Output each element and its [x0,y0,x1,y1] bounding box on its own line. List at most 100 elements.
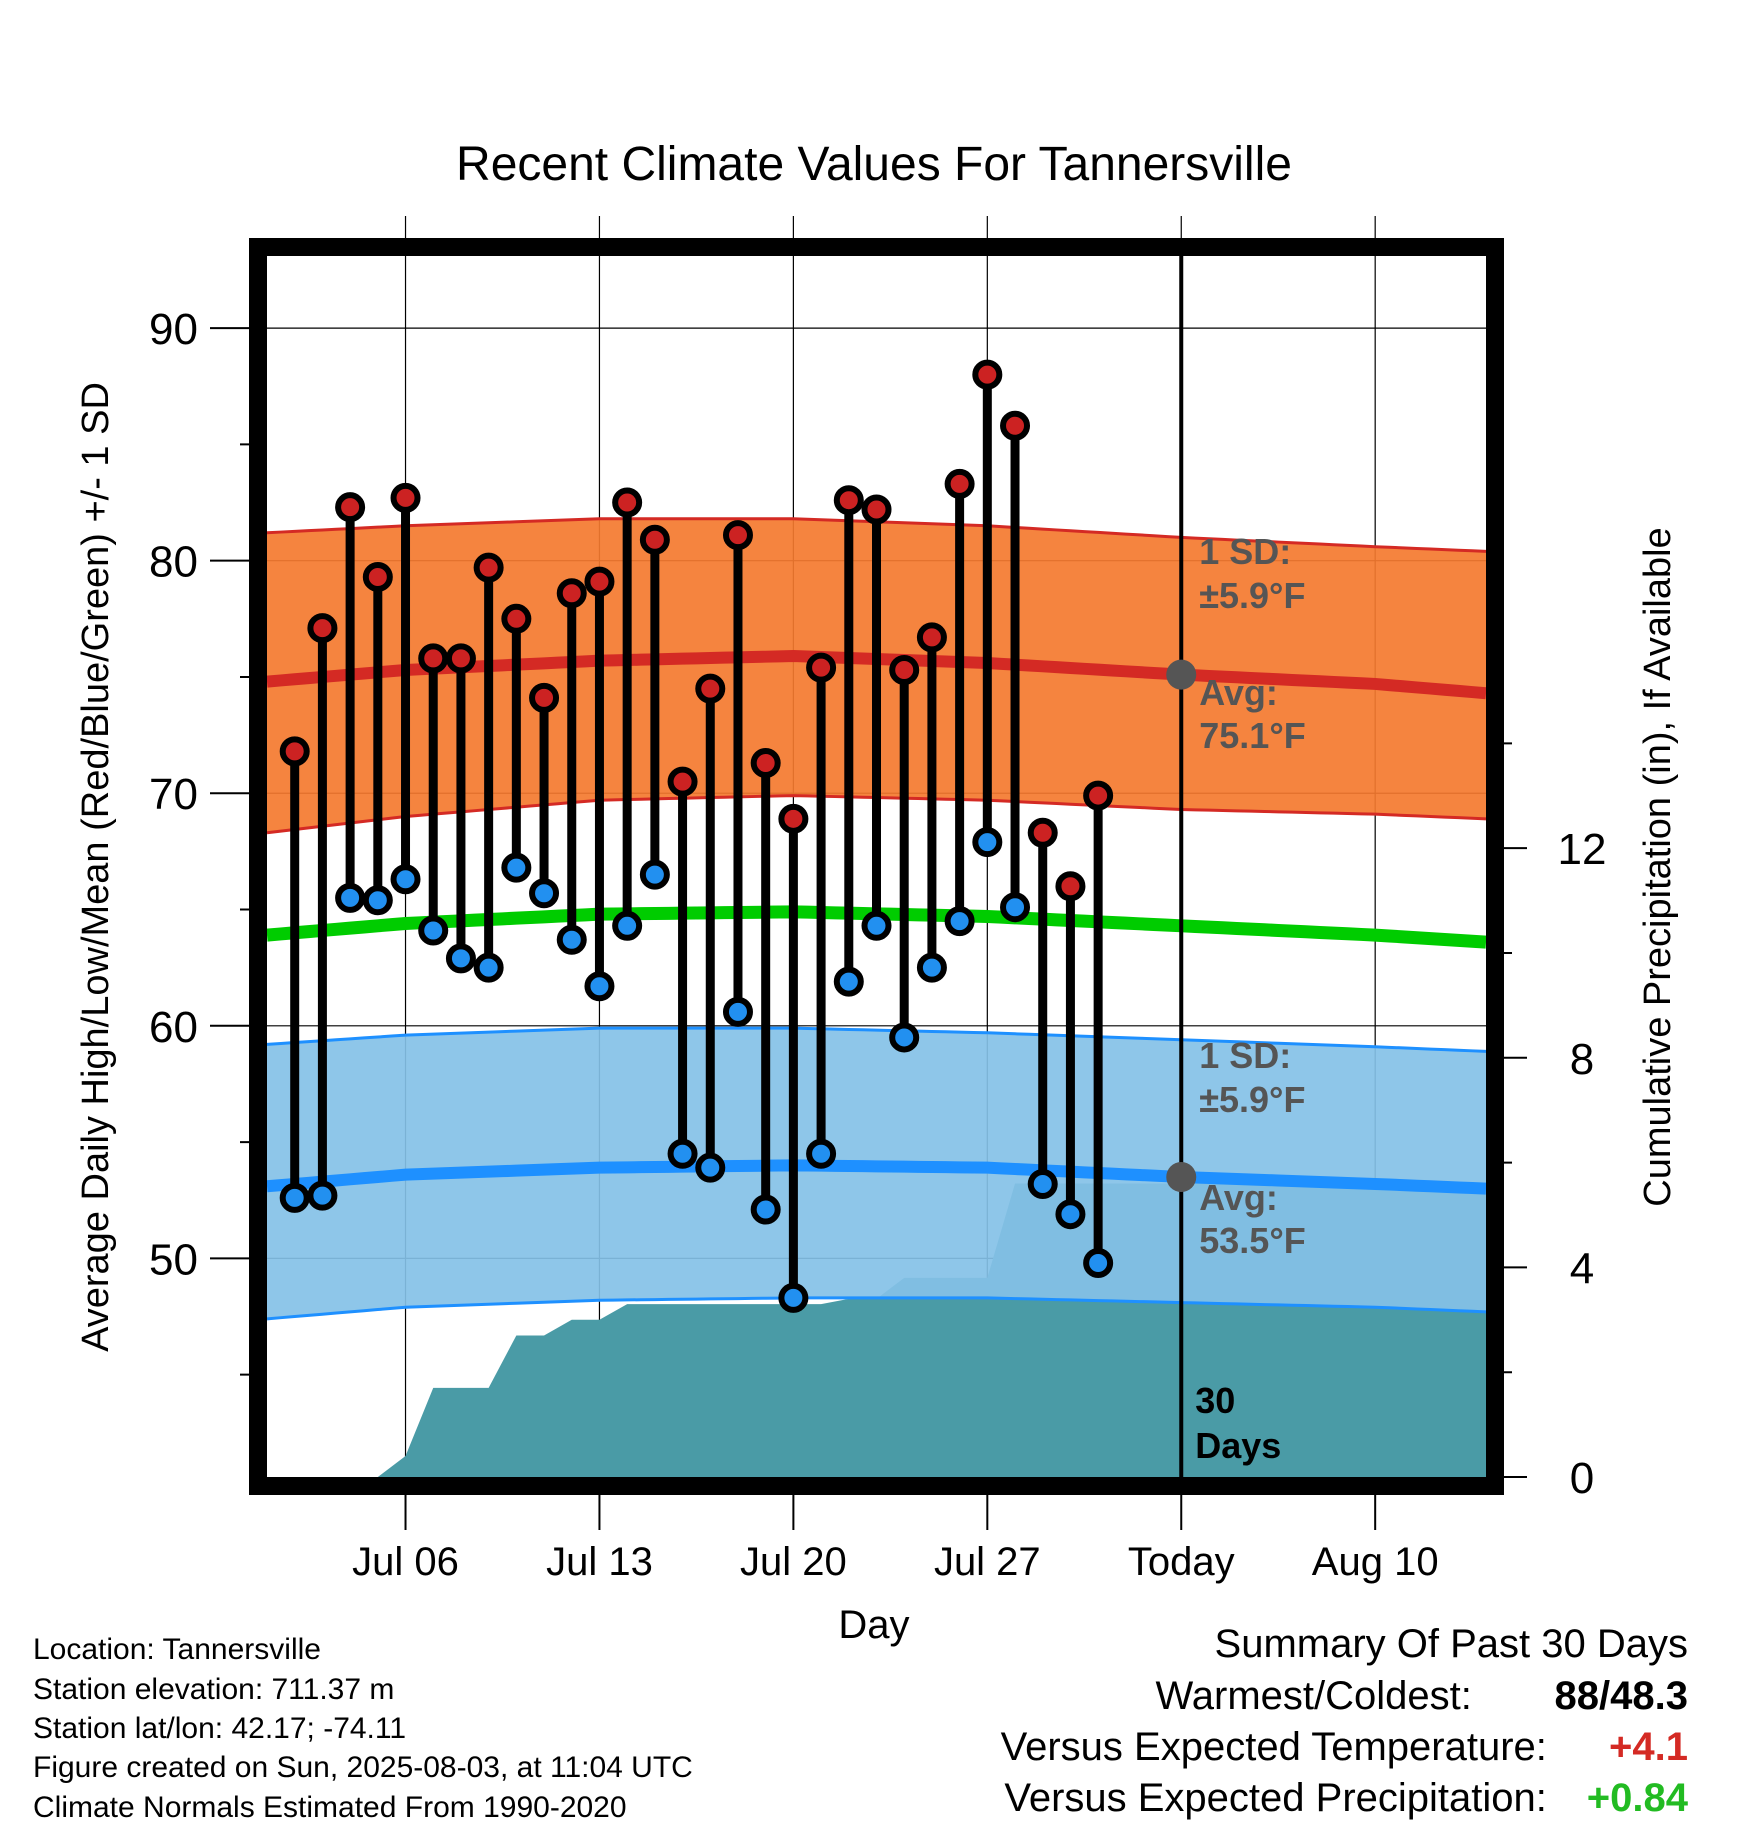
daily-bar [778,803,809,1313]
y-right-tick-label: 4 [1570,1244,1594,1293]
daily-high-point [1083,780,1114,811]
daily-low-point [639,859,670,890]
daily-high-point [418,643,449,674]
low-normal-line [266,1159,1487,1195]
daily-low-point [1083,1248,1114,1279]
daily-high-point [390,482,421,513]
daily-high-point [944,468,975,499]
daily-bar [722,520,753,1027]
daily-low-point [944,906,975,937]
x-tick-label: Aug 10 [1312,1540,1439,1584]
daily-low-point [473,952,504,983]
today-low-avg-dot [1166,1161,1197,1192]
daily-bar [501,603,532,883]
daily-high-point [722,520,753,551]
low-sd-band-upper-edge [266,1026,1487,1053]
summary-temp-value: +4.1 [1609,1725,1688,1769]
y-left-tick-label: 80 [149,538,198,587]
daily-high-point [556,578,587,609]
daily-low-point [612,910,643,941]
daily-low-point [1000,892,1031,923]
x-tick-label: Jul 27 [934,1540,1041,1584]
daily-high-point [335,492,366,523]
daily-high-point [501,603,532,634]
high-sd-label: 1 SD: [1199,531,1291,572]
daily-bar [390,482,421,895]
chart-title: Recent Climate Values For Tannersville [456,138,1292,191]
daily-low-point [806,1138,837,1169]
daily-bar [667,766,698,1169]
daily-high-point [1027,817,1058,848]
daily-high-point [1000,410,1031,441]
daily-high-point [362,561,393,592]
low-sd-value: ±5.9°F [1199,1079,1305,1120]
daily-bar [584,566,615,1002]
daily-high-point [861,494,892,525]
daily-high-point [972,359,1003,390]
y-left-tick-label: 60 [149,1003,198,1052]
summary-temp-label: Versus Expected Temperature: [1000,1725,1547,1769]
daily-low-point [584,971,615,1002]
daily-high-point [639,524,670,555]
low-avg-label: Avg: [1199,1177,1278,1218]
y-left-tick-label: 70 [149,770,198,819]
x-axis-label: Day [838,1603,909,1647]
daily-bar [418,643,449,946]
days-count-label: 30 [1195,1380,1235,1421]
daily-low-point [556,924,587,955]
info-latlon: Station lat/lon: 42.17; -74.11 [33,1712,407,1745]
daily-high-point [778,803,809,834]
daily-bar [1027,817,1058,1199]
daily-low-point [335,882,366,913]
daily-high-point [889,654,920,685]
x-tick-label: Jul 13 [546,1540,653,1584]
daily-low-point [750,1194,781,1225]
high-sd-value: ±5.9°F [1199,575,1305,616]
daily-low-point [418,915,449,946]
daily-low-point [916,952,947,983]
daily-range-bars [279,359,1114,1313]
summary-precip-value: +0.84 [1586,1776,1688,1820]
daily-low-point [501,852,532,883]
daily-bar [944,468,975,937]
daily-high-point [750,748,781,779]
info-location: Location: Tannersville [33,1633,321,1666]
low-avg-value: 53.5°F [1199,1220,1305,1261]
daily-bar [833,485,864,997]
daily-high-point [307,613,338,644]
daily-bar [889,654,920,1053]
summary-title: Summary Of Past 30 Days [1214,1622,1688,1666]
daily-bar [639,524,670,890]
daily-bar [556,578,587,955]
daily-high-point [806,652,837,683]
daily-bar [1000,410,1031,923]
daily-high-point [667,766,698,797]
daily-high-point [612,487,643,518]
x-tick-label: Today [1128,1540,1235,1584]
axes: 50 60 70 80 90 0 4 8 12 Jul 06 Jul 13 Jul 20 Jul 27 T… [149,305,1606,1584]
daily-bar [473,552,504,983]
daily-low-point [279,1182,310,1213]
daily-bar [1083,780,1114,1279]
y-axis-right-label: Cumulative Precipitation (in), If Availa… [1637,527,1679,1206]
today-marker [1166,256,1197,1477]
daily-bar [529,682,560,909]
daily-bar [916,622,947,983]
summary-warmest: Warmest/Coldest: 88/48.3 [1156,1674,1689,1719]
daily-low-point [1055,1199,1086,1230]
x-tick-label: Jul 06 [352,1540,459,1584]
daily-low-point [1027,1168,1058,1199]
daily-low-point [889,1022,920,1053]
daily-high-point [445,643,476,674]
daily-low-point [778,1282,809,1313]
daily-bar [362,561,393,916]
daily-low-point [390,864,421,895]
y-right-tick-label: 0 [1570,1454,1594,1503]
summary-warmest-value: 88/48.3 [1554,1674,1688,1718]
daily-bar [335,492,366,913]
daily-low-point [529,878,560,909]
summary-precip: Versus Expected Precipitation: +0.84 [1004,1776,1688,1821]
y-right-tick-label: 8 [1570,1035,1594,1084]
